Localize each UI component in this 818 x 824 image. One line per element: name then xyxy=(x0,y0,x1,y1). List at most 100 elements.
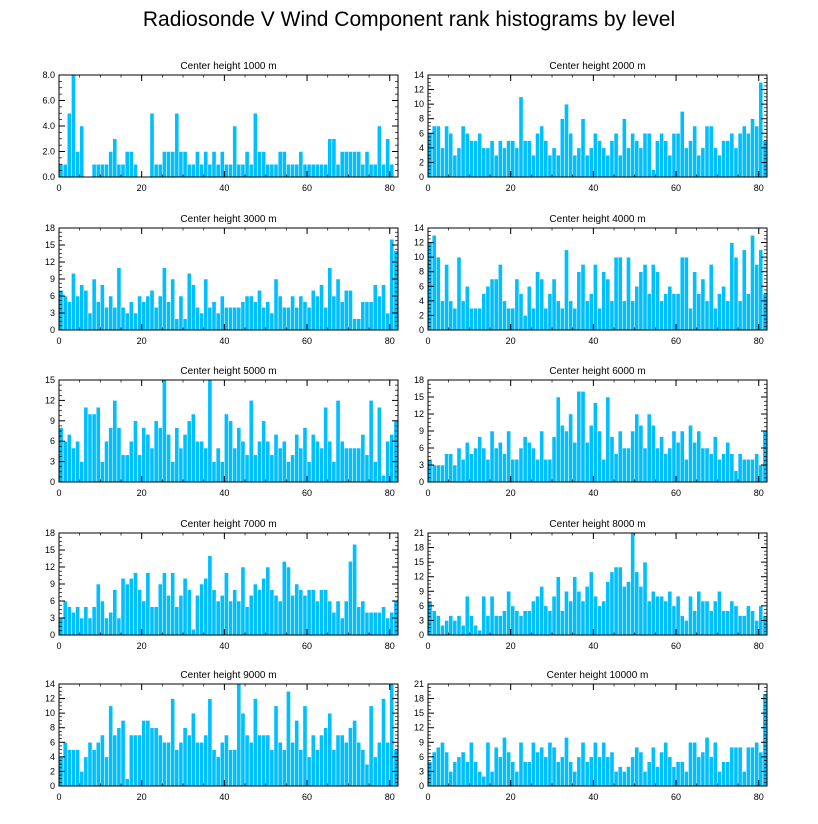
histogram-bar xyxy=(199,583,204,636)
histogram-bar xyxy=(555,576,561,636)
histogram-bar xyxy=(211,749,217,787)
histogram-bar xyxy=(655,271,660,331)
histogram-bar xyxy=(638,751,644,787)
histogram-bar xyxy=(199,164,204,178)
histogram-bar xyxy=(331,612,337,636)
histogram-bar xyxy=(203,447,209,483)
histogram-bar xyxy=(75,749,80,787)
histogram-bar xyxy=(700,600,706,636)
histogram-bar xyxy=(153,606,159,636)
histogram-bar xyxy=(518,293,524,331)
histogram-bar xyxy=(729,746,735,787)
histogram-bar xyxy=(593,402,598,483)
histogram-bar xyxy=(368,301,374,331)
x-tick-label: 0 xyxy=(56,183,61,193)
x-tick-label: 20 xyxy=(137,792,147,802)
histogram-bar xyxy=(153,307,159,331)
histogram-bar xyxy=(568,133,573,178)
histogram-bar xyxy=(269,454,275,483)
histogram-bar xyxy=(377,742,382,787)
histogram-bar xyxy=(95,301,101,331)
histogram-bar xyxy=(626,147,631,178)
histogram-bar xyxy=(356,318,362,331)
y-tick-label: 9 xyxy=(50,416,55,426)
histogram-bar xyxy=(178,151,184,178)
histogram-bar xyxy=(232,307,238,331)
histogram-bar xyxy=(323,307,328,331)
histogram-bar xyxy=(526,761,532,787)
histogram-bar xyxy=(224,164,229,178)
histogram-bar xyxy=(327,712,333,787)
x-tick-label: 80 xyxy=(385,792,395,802)
histogram-bar xyxy=(240,440,246,483)
histogram-bar xyxy=(700,751,706,787)
histogram-bar xyxy=(593,742,598,787)
histogram-bar xyxy=(224,572,229,636)
histogram-bar xyxy=(741,771,747,787)
histogram-bar xyxy=(460,625,466,636)
histogram-bar xyxy=(663,140,669,178)
histogram-bar xyxy=(323,406,328,483)
histogram-bar xyxy=(79,461,85,483)
histogram-bar xyxy=(145,434,151,483)
histogram-bar xyxy=(91,164,97,178)
histogram-bar xyxy=(684,620,689,636)
histogram-bar xyxy=(721,140,726,178)
histogram-bar xyxy=(157,734,163,787)
histogram-bar xyxy=(389,612,395,636)
histogram-bar xyxy=(377,295,382,331)
y-tick-label: 0 xyxy=(50,781,55,791)
histogram-bar xyxy=(253,698,258,787)
y-tick-label: 10 xyxy=(414,99,424,109)
histogram-bar xyxy=(725,140,731,178)
x-tick-label: 40 xyxy=(219,792,229,802)
histogram-bar xyxy=(286,566,291,636)
histogram-bar xyxy=(584,154,590,178)
x-tick-label: 0 xyxy=(56,792,61,802)
histogram-bar xyxy=(531,742,536,787)
histogram-bar xyxy=(489,140,495,178)
y-tick-label: 0 xyxy=(419,325,424,335)
histogram-bar xyxy=(162,379,167,483)
histogram-bar xyxy=(339,617,345,636)
histogram-bar xyxy=(232,447,238,483)
histogram-bar xyxy=(667,591,673,636)
histogram-bar xyxy=(436,464,441,483)
histogram-bar xyxy=(273,595,279,636)
histogram-bar xyxy=(228,420,233,483)
y-tick-label: 3 xyxy=(50,613,55,623)
histogram-bar xyxy=(733,746,739,787)
histogram-bar xyxy=(634,413,640,483)
histogram-bar xyxy=(141,600,147,636)
histogram-bar xyxy=(108,151,113,178)
histogram-bar xyxy=(498,756,503,787)
histogram-bar xyxy=(448,771,454,787)
x-tick-label: 20 xyxy=(506,641,516,651)
histogram-bar xyxy=(315,295,320,331)
x-tick-label: 20 xyxy=(137,641,147,651)
histogram-bar xyxy=(215,756,221,787)
histogram-bar xyxy=(133,164,138,178)
y-tick-label: 0 xyxy=(50,630,55,640)
x-tick-label: 80 xyxy=(754,641,764,651)
histogram-bar xyxy=(713,436,718,483)
y-tick-label: 21 xyxy=(414,528,424,538)
histogram-bar xyxy=(331,295,337,331)
histogram-bar xyxy=(547,459,553,483)
y-tick-label: 10 xyxy=(45,708,55,718)
y-tick-label: 15 xyxy=(414,392,424,402)
histogram-bar xyxy=(170,151,176,178)
histogram-bar xyxy=(444,620,449,636)
histogram-bar xyxy=(605,278,611,331)
histogram-bar xyxy=(356,606,362,636)
histogram-bar xyxy=(584,761,590,787)
histogram-bar xyxy=(750,459,755,483)
x-tick-label: 40 xyxy=(588,792,598,802)
histogram-bar xyxy=(469,615,474,636)
histogram-bar xyxy=(477,436,482,483)
page-title: Radiosonde V Wind Component rank histogr… xyxy=(142,8,676,31)
histogram-bar xyxy=(170,572,176,636)
histogram-bar xyxy=(182,578,188,636)
histogram-bar xyxy=(746,293,751,331)
histogram-bar xyxy=(692,271,697,331)
